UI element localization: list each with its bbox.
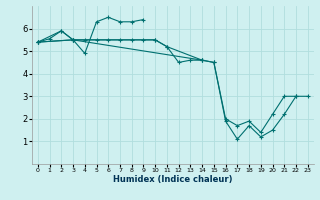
X-axis label: Humidex (Indice chaleur): Humidex (Indice chaleur) [113, 175, 233, 184]
